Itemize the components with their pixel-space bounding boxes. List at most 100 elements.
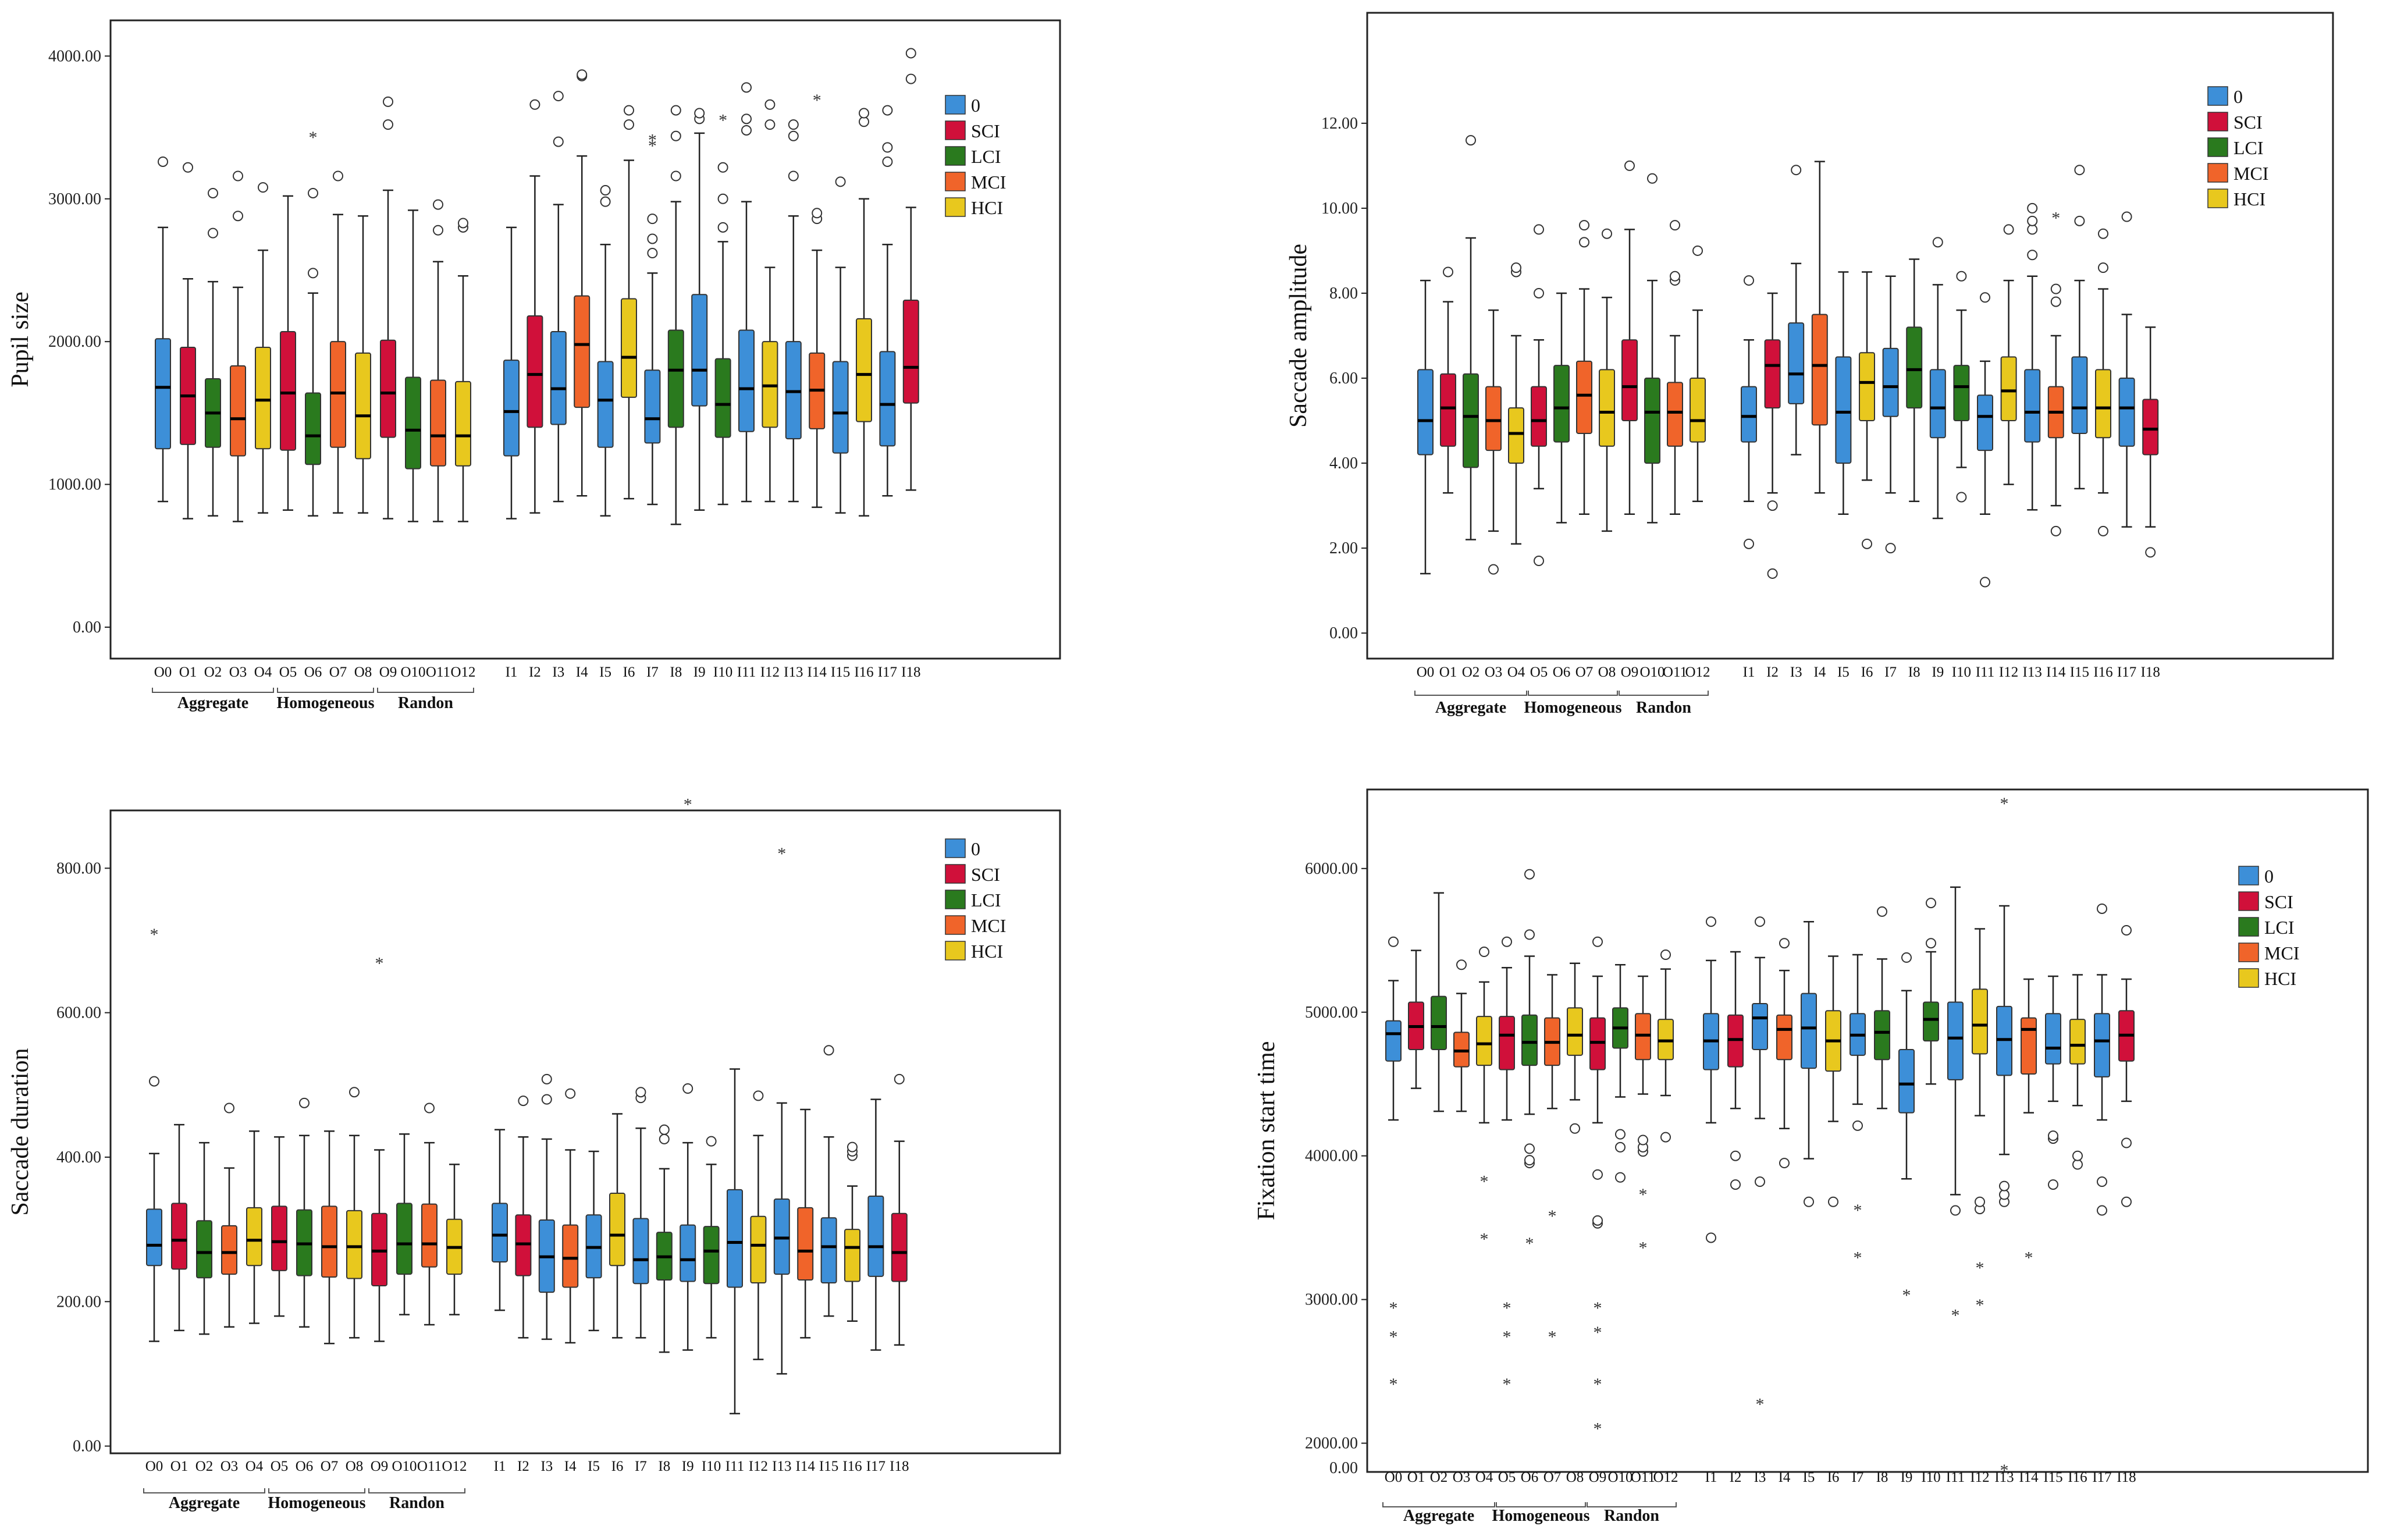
- legend-swatch: [2207, 86, 2228, 106]
- x-tick-label: I2: [1766, 664, 1779, 680]
- box-O11: O11: [426, 199, 450, 680]
- outlier-point: [670, 170, 681, 182]
- legend-label: MCI: [971, 915, 1006, 936]
- x-tick-label: O8: [1598, 664, 1616, 680]
- box-I16: I16: [854, 108, 874, 680]
- box-body: [738, 329, 755, 432]
- x-tick-label: I7: [635, 1459, 647, 1474]
- box-body: [609, 1193, 625, 1267]
- box-I6: I6: [621, 105, 637, 680]
- outlier-point: [1670, 271, 1680, 282]
- box-O11: O11: [1663, 220, 1687, 680]
- box-I10: I10: [1921, 898, 1941, 1485]
- chart-panel-3: 0.00 200.00 400.00 600.00 800.00 Saccade dura…: [7, 795, 1061, 1512]
- box-body: [2045, 1013, 2061, 1065]
- box-body: [196, 1220, 212, 1279]
- outlier-point: [1615, 1129, 1626, 1140]
- box-body: [2021, 1017, 2037, 1075]
- box-body: [574, 295, 591, 408]
- box-I10: I10: [702, 1136, 721, 1474]
- outlier-point: [1388, 936, 1399, 947]
- x-tick-label: I15: [819, 1459, 838, 1474]
- outlier-point: [741, 82, 752, 93]
- box-I17: I17: [866, 1098, 885, 1474]
- x-tick-label: I10: [1921, 1470, 1940, 1485]
- outlier-point: [2097, 1176, 2107, 1187]
- extreme-point: *: [2025, 1249, 2033, 1268]
- extreme-point: *: [1976, 1258, 1984, 1278]
- box-I17: I17: [2092, 903, 2112, 1485]
- box-O5: O5: [279, 195, 297, 680]
- box-body: [1531, 386, 1547, 447]
- box-I3: I3: [1788, 165, 1805, 680]
- x-tick-label: O7: [1575, 664, 1594, 680]
- outlier-point: [2074, 165, 2085, 176]
- group-bracket: [1414, 691, 1527, 696]
- x-tick-label: I3: [552, 664, 564, 680]
- box-body: [1521, 1014, 1538, 1066]
- outlier-point: [565, 1088, 576, 1099]
- outlier-point: [1804, 1196, 1814, 1207]
- box-O8: O8: [1566, 962, 1584, 1485]
- outlier-point: [258, 182, 268, 193]
- box-I3: I3: [538, 1073, 555, 1474]
- x-tick-label: I3: [1790, 664, 1802, 680]
- y-tick-label: 3000.00: [48, 190, 101, 208]
- group-label: Aggregate: [177, 694, 248, 712]
- outlier-point: [1828, 1196, 1838, 1207]
- legend-swatch: [2207, 163, 2228, 183]
- x-tick-label: O6: [304, 664, 322, 680]
- legend-label: MCI: [2264, 943, 2299, 963]
- legend-label: MCI: [971, 172, 1006, 193]
- box-I10: I10: [1952, 271, 1971, 680]
- x-tick-label: I9: [693, 664, 706, 680]
- box-body: [632, 1218, 649, 1285]
- outlier-point: [1592, 936, 1603, 947]
- x-tick-label: I16: [2068, 1470, 2087, 1485]
- outlier-point: [2072, 1150, 2083, 1161]
- outlier-point: [882, 105, 893, 116]
- box-I18: I18: [2117, 925, 2136, 1485]
- box-O8: O8: [346, 1087, 363, 1474]
- outlier-point: [670, 130, 681, 141]
- x-tick-label: I10: [702, 1459, 721, 1474]
- x-tick-label: O5: [1498, 1470, 1516, 1485]
- extreme-point: *: [309, 128, 318, 147]
- box-body: [271, 1205, 287, 1271]
- box-body: [2142, 399, 2159, 456]
- box-body: [1972, 988, 1988, 1055]
- box-I9: I9: [691, 108, 708, 680]
- x-tick-label: O10: [1607, 1470, 1632, 1485]
- outlier-point: [1755, 916, 1765, 927]
- group-label: Randon: [389, 1494, 444, 1512]
- box-body: [797, 1207, 814, 1281]
- y-tick-label: 4.00: [1329, 454, 1358, 472]
- legend-label: LCI: [971, 146, 1001, 167]
- x-tick-label: O3: [1485, 664, 1503, 680]
- outlier-point: [600, 196, 611, 207]
- outlier-point: [1730, 1179, 1741, 1190]
- x-tick-label: I4: [1813, 664, 1826, 680]
- x-tick-label: O4: [254, 664, 272, 680]
- outlier-point: [859, 116, 869, 127]
- outlier-point: [717, 222, 728, 233]
- box-body: [1859, 352, 1875, 422]
- x-tick-label: O11: [1663, 664, 1687, 680]
- box-I8: I8: [656, 1124, 673, 1474]
- outlier-point: [1956, 271, 1967, 282]
- y-tick-label: 12.00: [1321, 115, 1358, 133]
- x-tick-label: I6: [611, 1459, 624, 1474]
- outlier-point: [2121, 925, 2132, 936]
- box-I2: I2: [515, 1096, 532, 1474]
- box-body: [527, 315, 543, 428]
- x-tick-label: O4: [1507, 664, 1525, 680]
- x-tick-label: O1: [1439, 664, 1457, 680]
- outlier-point: [577, 69, 588, 80]
- outlier-point: [1975, 1196, 1985, 1207]
- outlier-point: [1647, 173, 1658, 184]
- box-body: [246, 1207, 262, 1267]
- box-I14: * I14: [2019, 978, 2039, 1485]
- box-I15: I15: [2043, 975, 2063, 1485]
- box-O6: * O6: [304, 128, 322, 680]
- x-tick-label: I6: [1861, 664, 1873, 680]
